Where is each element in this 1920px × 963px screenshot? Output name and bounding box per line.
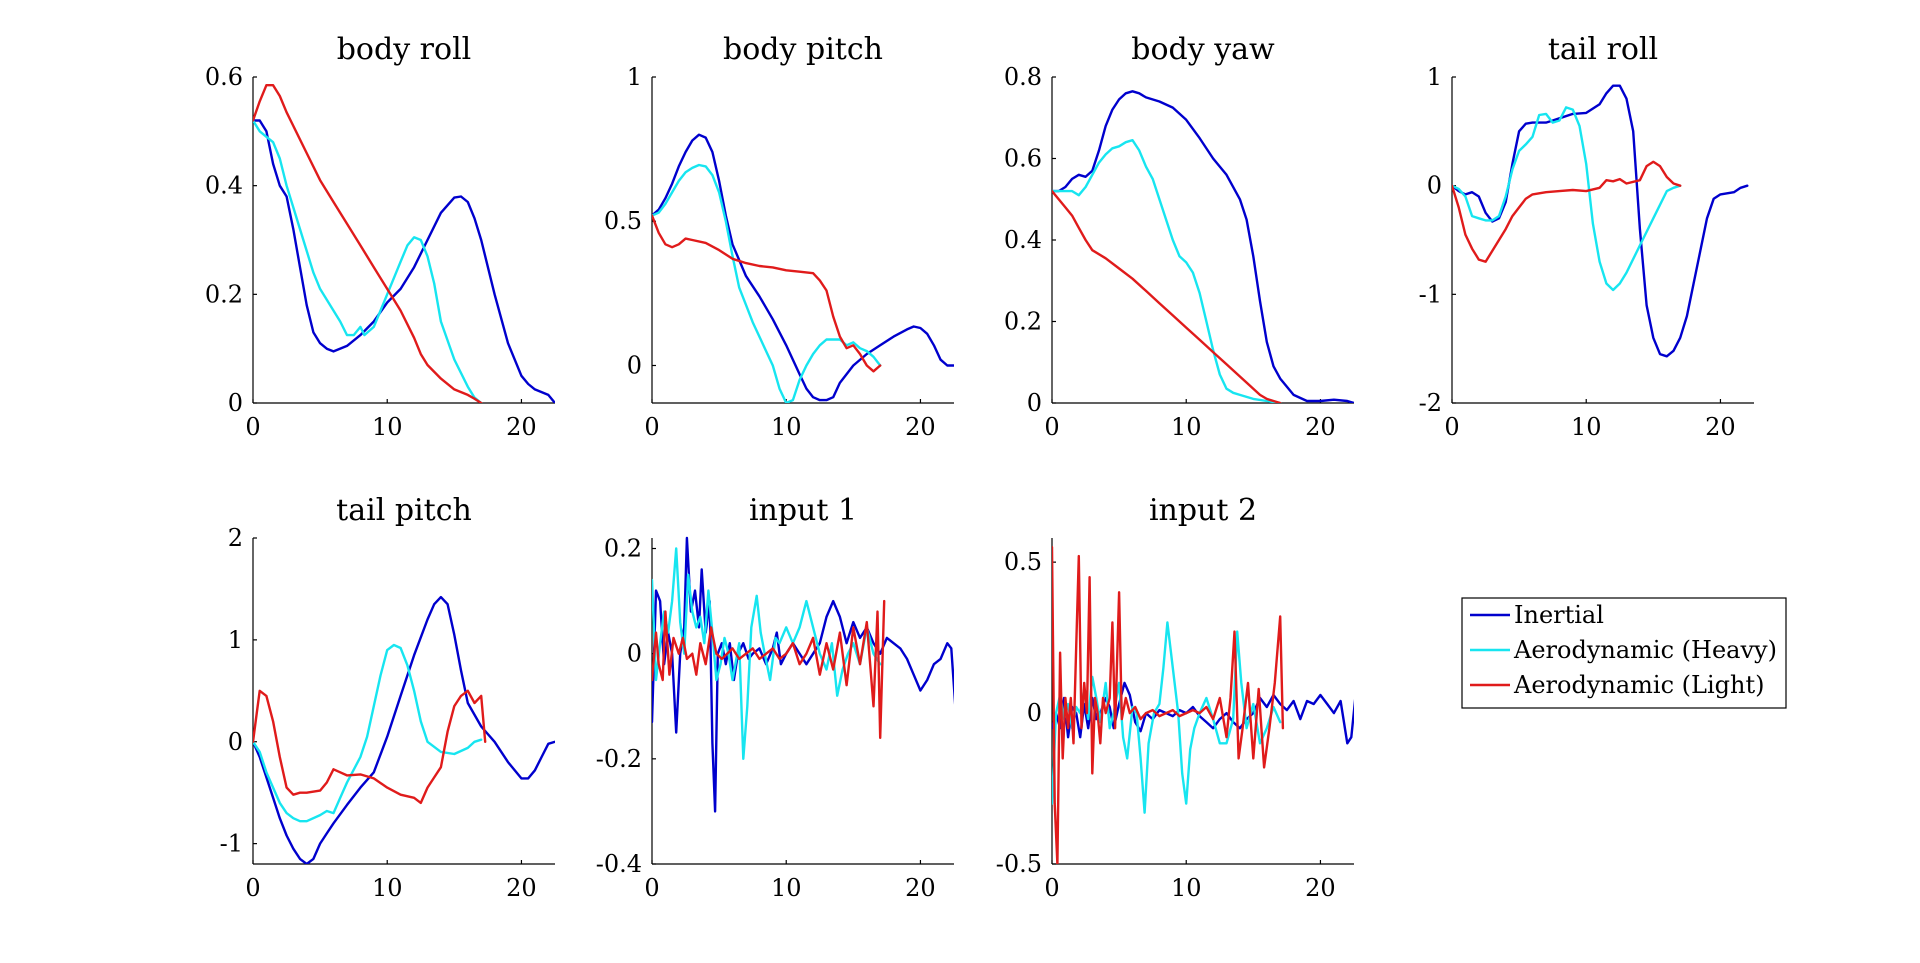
y-tick-label: 1 <box>228 626 243 654</box>
y-tick-label: 1 <box>1427 63 1442 91</box>
series-line-heavy <box>652 163 882 403</box>
x-tick-label: 0 <box>644 874 659 902</box>
subplot-title: input 1 <box>749 493 857 528</box>
series-line-inertial <box>253 119 555 403</box>
legend-entry-inertial: Inertial <box>1470 601 1604 629</box>
series-line-heavy <box>1052 139 1282 403</box>
x-tick-label: 20 <box>1305 413 1336 441</box>
series-line-light <box>652 599 886 739</box>
legend: Inertial Aerodynamic (Heavy) Aerodynamic… <box>1461 597 1787 709</box>
series-line-heavy <box>253 119 483 403</box>
y-tick-label: 0.2 <box>1004 308 1042 336</box>
x-tick-label: 20 <box>1705 413 1736 441</box>
legend-label: Aerodynamic (Light) <box>1513 671 1764 699</box>
series-line-light <box>1052 189 1282 403</box>
y-tick-label: 0.4 <box>205 172 243 200</box>
x-tick-label: 20 <box>506 413 537 441</box>
subplot-title: tail roll <box>1548 32 1658 67</box>
series-line-inertial <box>1052 681 1354 745</box>
subplot-title: body pitch <box>723 32 883 67</box>
series-line-inertial <box>1452 84 1749 358</box>
y-tick-label: 0 <box>228 728 243 756</box>
series-line-light <box>652 214 882 373</box>
y-tick-label: 0.6 <box>1004 145 1042 173</box>
y-tick-label: 0.4 <box>1004 226 1042 254</box>
subplot-title: input 2 <box>1149 493 1257 528</box>
series-line-inertial <box>253 595 555 864</box>
subplot-4: tail roll 0 10 20 -2 -1 0 1 <box>1419 32 1754 441</box>
y-tick-label: 0.8 <box>1004 63 1042 91</box>
subplot-1: body roll 0 10 20 0 0.2 0.4 0.6 <box>205 32 555 441</box>
series-line-light <box>1052 545 1285 864</box>
y-tick-label: 0 <box>228 389 243 417</box>
series-line-inertial <box>1052 90 1354 403</box>
legend-label: Inertial <box>1514 601 1604 629</box>
x-tick-label: 0 <box>245 413 260 441</box>
series-line-light <box>253 84 483 403</box>
subplot-7: input 20 10 20-0.500.5 <box>996 493 1354 902</box>
x-tick-label: 20 <box>1305 874 1336 902</box>
series-line-heavy <box>253 643 483 823</box>
y-tick-label: -2 <box>1419 389 1442 417</box>
x-tick-label: 10 <box>1171 413 1202 441</box>
y-tick-label: -1 <box>220 830 243 858</box>
x-tick-label: 0 <box>245 874 260 902</box>
y-tick-label: -0.2 <box>596 745 642 773</box>
y-tick-label: 0.5 <box>1004 548 1042 576</box>
y-tick-label: -1 <box>1419 280 1442 308</box>
subplot-title: tail pitch <box>336 493 472 528</box>
subplot-6: input 1 0 10 20 -0.4 -0.2 0 0.2 <box>596 493 954 902</box>
y-tick-label: 0 <box>1027 389 1042 417</box>
x-tick-label: 0 <box>1044 874 1059 902</box>
legend-box <box>1461 597 1787 709</box>
legend-label: Aerodynamic (Heavy) <box>1513 636 1777 664</box>
y-tick-label: 0 <box>1427 172 1442 200</box>
y-tick-label: 2 <box>228 524 243 552</box>
y-tick-label: 0 <box>627 640 642 668</box>
x-tick-label: 0 <box>644 413 659 441</box>
x-tick-label: 10 <box>1571 413 1602 441</box>
series-line-light <box>253 689 487 805</box>
x-tick-label: 10 <box>771 874 802 902</box>
x-tick-label: 20 <box>905 874 936 902</box>
legend-entry-heavy: Aerodynamic (Heavy) <box>1470 636 1777 664</box>
series-line-inertial <box>652 133 954 402</box>
series-line-light <box>1452 160 1682 263</box>
x-tick-label: 10 <box>372 413 403 441</box>
x-tick-label: 20 <box>506 874 537 902</box>
x-tick-label: 10 <box>372 874 403 902</box>
series-line-heavy <box>1452 106 1682 292</box>
y-tick-label: 1 <box>627 63 642 91</box>
legend-entry-light: Aerodynamic (Light) <box>1470 671 1764 699</box>
y-tick-label: 0.5 <box>604 207 642 235</box>
y-tick-label: -0.5 <box>996 850 1042 878</box>
subplot-title: body roll <box>337 32 472 67</box>
y-tick-label: 0.2 <box>604 535 642 563</box>
y-tick-label: 0.2 <box>205 280 243 308</box>
subplot-2: body pitch 0 10 20 0 0.5 1 <box>604 32 954 441</box>
x-tick-label: 0 <box>1044 413 1059 441</box>
x-tick-label: 10 <box>771 413 802 441</box>
y-tick-label: 0.6 <box>205 63 243 91</box>
y-tick-label: 0 <box>627 351 642 379</box>
y-tick-label: 0 <box>1027 699 1042 727</box>
subplot-3: body yaw 0 10 20 0 0.2 0.4 0.6 0.8 <box>1004 32 1354 441</box>
x-tick-label: 0 <box>1444 413 1459 441</box>
y-tick-label: -0.4 <box>596 850 642 878</box>
subplot-title: body yaw <box>1131 32 1275 67</box>
x-tick-label: 10 <box>1171 874 1202 902</box>
x-tick-label: 20 <box>905 413 936 441</box>
